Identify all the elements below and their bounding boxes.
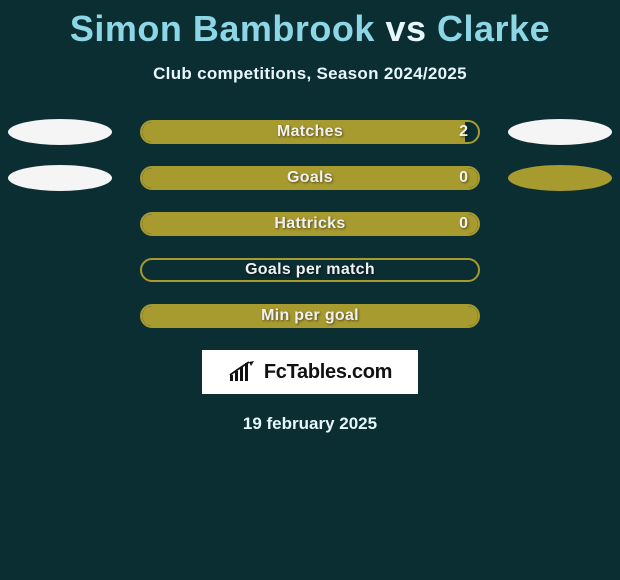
vs-text: vs <box>385 8 426 49</box>
stat-row: Goals0 <box>0 166 620 190</box>
stat-label: Goals per match <box>142 260 478 280</box>
player1-name: Simon Bambrook <box>70 8 375 49</box>
stat-value: 2 <box>459 122 468 142</box>
stat-row: Hattricks0 <box>0 212 620 236</box>
stat-bar: Hattricks0 <box>140 212 480 236</box>
logo-box: FcTables.com <box>202 350 418 394</box>
player2-name: Clarke <box>437 8 550 49</box>
logo-text: FcTables.com <box>264 361 392 384</box>
logo-icon <box>228 361 258 383</box>
right-marker <box>508 119 612 145</box>
comparison-title: Simon Bambrook vs Clarke <box>0 0 620 50</box>
date-text: 19 february 2025 <box>0 414 620 434</box>
stat-value: 0 <box>459 168 468 188</box>
stat-label: Goals <box>142 168 478 188</box>
stat-bar: Min per goal <box>140 304 480 328</box>
stat-rows: Matches2Goals0Hattricks0Goals per matchM… <box>0 120 620 328</box>
stat-bar: Goals0 <box>140 166 480 190</box>
stat-row: Matches2 <box>0 120 620 144</box>
logo: FcTables.com <box>228 361 392 384</box>
stat-bar: Matches2 <box>140 120 480 144</box>
stat-label: Hattricks <box>142 214 478 234</box>
left-marker <box>8 119 112 145</box>
stat-label: Matches <box>142 122 478 142</box>
stat-row: Min per goal <box>0 304 620 328</box>
right-marker <box>508 165 612 191</box>
stat-row: Goals per match <box>0 258 620 282</box>
stat-bar: Goals per match <box>140 258 480 282</box>
stat-value: 0 <box>459 214 468 234</box>
left-marker <box>8 165 112 191</box>
subtitle: Club competitions, Season 2024/2025 <box>0 64 620 84</box>
stat-label: Min per goal <box>142 306 478 326</box>
